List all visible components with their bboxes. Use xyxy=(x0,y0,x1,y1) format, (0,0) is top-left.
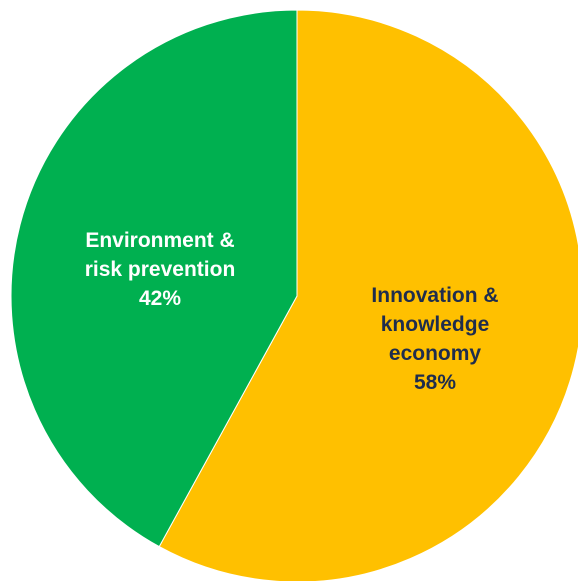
pie-slice-value-label: 58% xyxy=(414,371,456,394)
pie-slices xyxy=(10,9,578,581)
pie-slice-name-line: economy xyxy=(389,342,482,365)
pie-slice xyxy=(158,9,578,581)
pie-labels: Innovation & knowledge economy 58% Environme… xyxy=(85,229,499,394)
pie-slice xyxy=(10,9,298,548)
pie-slice-name-line: Environment & xyxy=(85,229,234,252)
pie-slice-value-label: 42% xyxy=(139,287,181,310)
pie-slice-name-line: risk prevention xyxy=(85,258,236,281)
pie-slice-name-line: knowledge xyxy=(381,313,490,336)
pie-slice-label: Environment & risk prevention 42% xyxy=(85,229,236,310)
pie-slice-name-line: Innovation & xyxy=(371,284,498,307)
pie-slice-label: Innovation & knowledge economy 58% xyxy=(371,284,498,394)
